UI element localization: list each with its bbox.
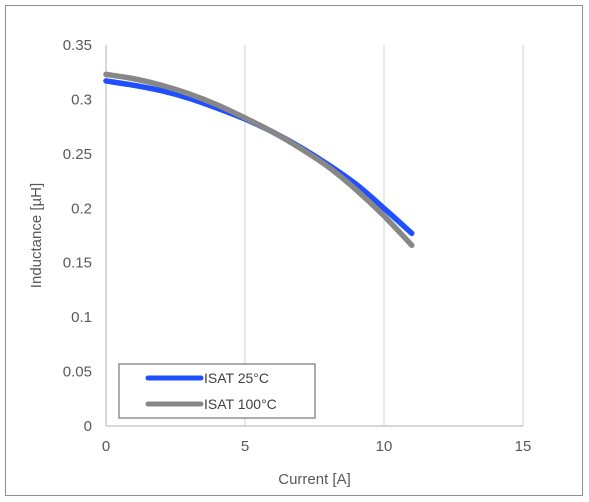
y-tick-label: 0.35 — [63, 37, 92, 54]
x-tick-label: 10 — [376, 438, 393, 455]
y-tick-label: 0.2 — [71, 200, 92, 217]
y-tick-label: 0.15 — [63, 255, 92, 272]
x-tick-label: 5 — [241, 438, 249, 455]
legend-box — [118, 363, 316, 419]
legend-label-isat-25c: ISAT 25°C — [204, 370, 269, 386]
x-tick-label: 15 — [515, 438, 532, 455]
y-tick-label: 0.25 — [63, 146, 92, 163]
x-axis-title: Current [A] — [278, 471, 351, 488]
legend: ISAT 25°C ISAT 100°C — [118, 363, 316, 419]
y-tick-label: 0.1 — [71, 309, 92, 326]
series-line-isat-25-c — [103, 78, 415, 237]
series-layer — [103, 71, 415, 249]
grid-lines — [244, 45, 524, 426]
series-line-isat-100-c — [103, 71, 415, 249]
axes — [105, 45, 523, 427]
y-axis-title: Inductance [µH] — [28, 183, 45, 288]
y-tick-label: 0 — [84, 418, 92, 435]
x-tick-label: 0 — [102, 438, 110, 455]
legend-label-isat-100c: ISAT 100°C — [204, 396, 277, 412]
tick-labels: 0 5 10 15 0 0.05 0.1 0.15 0.2 0.25 0.3 0.35 — [63, 37, 532, 455]
y-tick-label: 0.3 — [71, 91, 92, 108]
y-tick-label: 0.05 — [63, 364, 92, 381]
